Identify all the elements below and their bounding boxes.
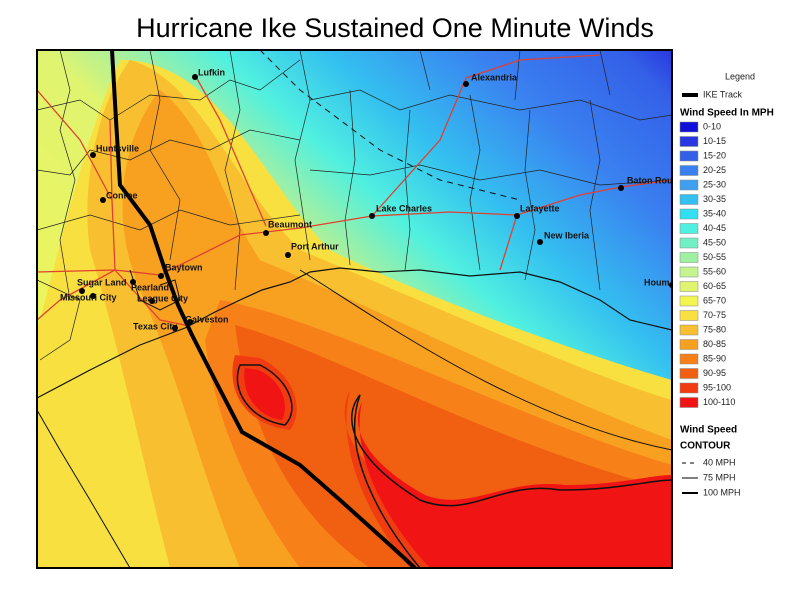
city-label: Pearland — [131, 282, 169, 292]
legend-swatch — [679, 382, 699, 394]
legend-swatch — [679, 223, 699, 234]
legend-contour-label: 40 MPH — [703, 457, 736, 467]
legend-swatch — [679, 339, 699, 350]
city-dot — [192, 74, 198, 80]
city-dot — [100, 197, 106, 203]
city-label: Missouri City — [60, 292, 117, 302]
legend-swatch — [679, 353, 699, 365]
legend-label: 80-85 — [703, 339, 726, 349]
legend-swatch — [679, 281, 699, 292]
borders — [37, 50, 672, 361]
legend-swatch — [679, 310, 699, 321]
city-label: Huntsville — [96, 143, 139, 153]
city-label: New Iberia — [544, 230, 590, 240]
city-label: Lafayette — [520, 203, 560, 213]
city-dot — [187, 319, 193, 325]
city-dot — [79, 288, 85, 294]
legend-label: 70-75 — [703, 310, 726, 320]
city-label: Alexandria — [471, 72, 518, 82]
cities: Lufkin Alexandria Huntsville Conroe Beaumont… — [60, 67, 683, 331]
map-title: Hurricane Ike Sustained One Minute Winds — [136, 13, 654, 43]
city-label: League City — [137, 293, 188, 303]
legend-swatch — [679, 121, 699, 133]
city-dot — [263, 230, 269, 236]
contours — [37, 50, 672, 568]
city-label: Baytown — [165, 262, 203, 272]
legend-label: 25-30 — [703, 179, 726, 189]
legend-swatch — [679, 324, 699, 336]
city-dot — [514, 213, 520, 219]
city-label: Lufkin — [198, 67, 225, 77]
legend-label: 20-25 — [703, 165, 726, 175]
wind-bands — [37, 60, 672, 568]
legend-track: IKE Track — [703, 89, 743, 99]
city-dot — [618, 185, 624, 191]
map-frame — [36, 49, 673, 569]
city-dot — [463, 81, 469, 87]
legend-swatch — [679, 136, 699, 147]
city-label: Galveston — [185, 314, 229, 324]
legend-label: 95-100 — [703, 382, 731, 392]
legend-swatch — [679, 150, 699, 162]
legend-label: 35-40 — [703, 208, 726, 218]
legend-label: 30-35 — [703, 194, 726, 204]
legend-label: 0-10 — [703, 121, 721, 131]
coastline — [37, 267, 672, 399]
legend-label: 55-60 — [703, 266, 726, 276]
legend-swatch — [679, 179, 699, 191]
wind-band — [244, 368, 672, 568]
city-dot — [130, 279, 136, 285]
legend-contour-title: CONTOUR — [680, 441, 731, 452]
city-label: Texas City — [133, 321, 177, 331]
city-dot — [172, 325, 178, 331]
legend-swatch — [679, 208, 699, 220]
city-label: Baton Rouge — [627, 175, 683, 185]
legend-label: 50-55 — [703, 252, 726, 262]
legend: Legend IKE Track Wind Speed In MPH Wind … — [679, 71, 774, 497]
city-dot — [149, 298, 155, 304]
legend-label: 75-80 — [703, 324, 726, 334]
legend-label: 45-50 — [703, 237, 726, 247]
legend-label: 85-90 — [703, 353, 726, 363]
city-dot — [537, 239, 543, 245]
galveston-bay — [129, 269, 181, 311]
city-dot — [285, 252, 291, 258]
legend-swatch — [679, 368, 699, 379]
legend-swatch — [679, 237, 699, 249]
legend-swatch — [679, 266, 699, 278]
legend-swatch — [679, 165, 699, 176]
city-dot — [90, 152, 96, 158]
legend-label: 60-65 — [703, 281, 726, 291]
legend-contour-label: 100 MPH — [703, 487, 741, 497]
legend-label: 40-45 — [703, 223, 726, 233]
legend-swatch — [679, 295, 699, 307]
legend-label: 100-110 — [703, 397, 735, 407]
city-dot — [90, 293, 96, 299]
legend-contour-label: 75 MPH — [703, 472, 736, 482]
legend-label: 15-20 — [703, 150, 726, 160]
legend-swatch — [679, 252, 699, 263]
city-dot — [158, 273, 164, 279]
legend-contour-title: Wind Speed — [680, 425, 737, 436]
map: Lufkin Alexandria Huntsville Conroe Beaumont… — [37, 50, 683, 568]
city-label: Conroe — [106, 190, 138, 200]
city-label: Beaumont — [268, 219, 312, 229]
city-label: Lake Charles — [376, 203, 432, 213]
city-label: Houm — [644, 277, 670, 287]
ike-track — [110, 50, 417, 568]
city-label: Port Arthur — [291, 241, 339, 251]
legend-title: Legend — [725, 71, 755, 81]
legend-label: 65-70 — [703, 295, 726, 305]
legend-wind-title: Wind Speed In MPH — [680, 108, 774, 119]
legend-label: 90-95 — [703, 368, 726, 378]
legend-swatch — [679, 397, 699, 408]
city-dot — [369, 213, 375, 219]
legend-swatch — [679, 194, 699, 205]
legend-label: 10-15 — [703, 136, 726, 146]
city-label: Sugar Land — [77, 277, 127, 287]
